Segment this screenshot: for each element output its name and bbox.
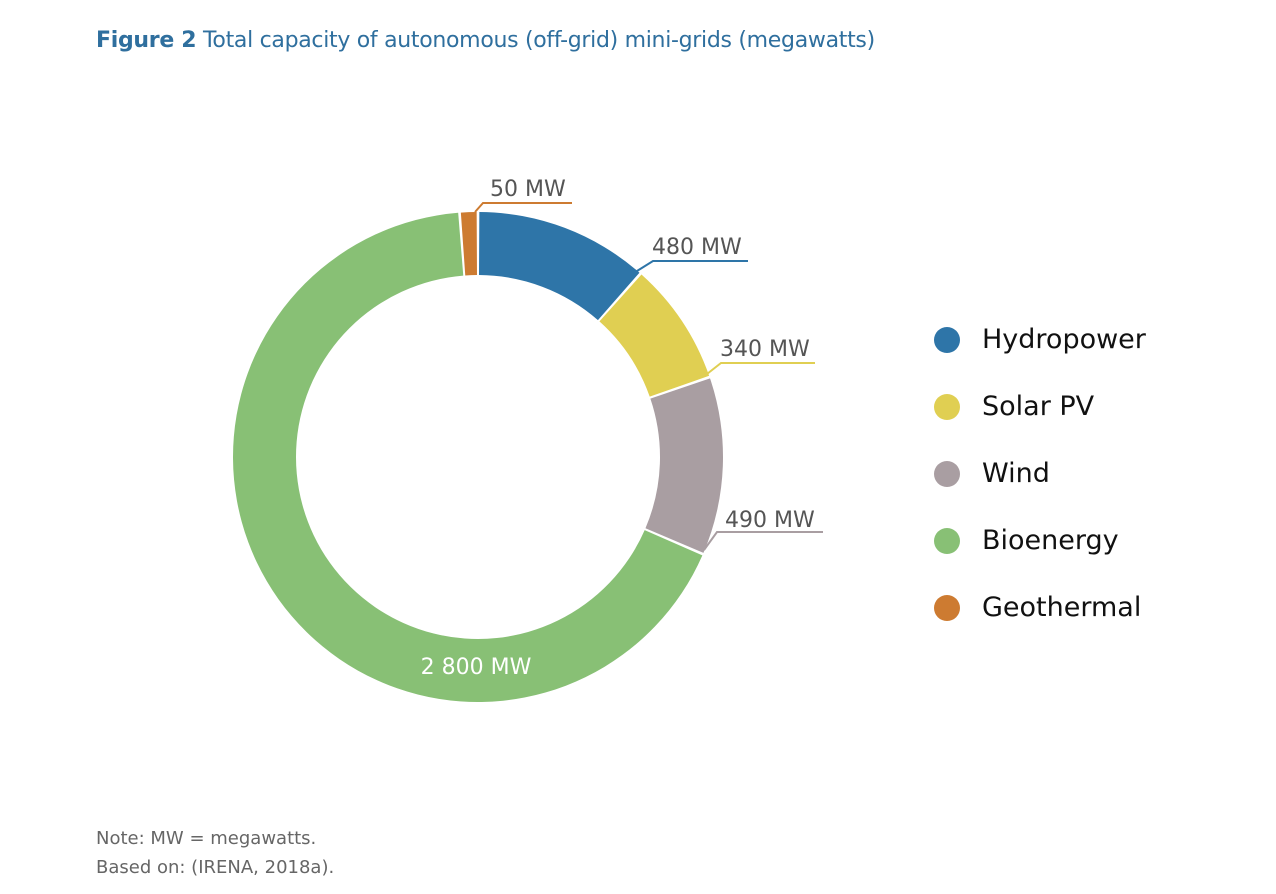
value-label-bioenergy: 2 800 MW [421, 655, 532, 680]
value-label-geothermal: 50 MW [490, 177, 566, 202]
legend-label: Geothermal [982, 592, 1142, 623]
chart-notes: Note: MW = megawatts. Based on: (IRENA, … [96, 824, 334, 882]
legend-label: Hydropower [982, 324, 1146, 355]
leader-line-solar [706, 362, 815, 375]
leader-line-geothermal [474, 202, 572, 213]
value-label-hydropower: 480 MW [652, 235, 742, 260]
legend-dot-icon [934, 393, 960, 420]
legend-dot-icon [934, 594, 960, 621]
donut-segment-geothermal [460, 212, 477, 276]
legend-dot-icon [934, 460, 960, 487]
value-label-solar: 340 MW [720, 337, 810, 362]
legend-label: Solar PV [982, 391, 1095, 422]
legend-label: Bioenergy [982, 525, 1119, 556]
donut-segments [232, 212, 723, 703]
source-text: Based on: (IRENA, 2018a). [96, 857, 335, 878]
legend-dot-icon [934, 527, 960, 554]
leader-line-hydropower [636, 260, 748, 272]
figure-number: Figure 2 [96, 28, 197, 53]
chart-legend: Hydropower Solar PV Wind Bioenergy Geoth… [934, 306, 1146, 641]
donut-segment-solar-pv [599, 274, 710, 397]
chart-title: Figure 2 Total capacity of autonomous (o… [96, 28, 875, 53]
legend-dot-icon [934, 326, 960, 353]
donut-segment-wind [645, 378, 723, 553]
legend-item-solar-pv: Solar PV [934, 373, 1146, 440]
legend-item-geothermal: Geothermal [934, 574, 1146, 641]
legend-label: Wind [982, 458, 1050, 489]
value-label-wind: 490 MW [725, 508, 815, 533]
legend-item-bioenergy: Bioenergy [934, 507, 1146, 574]
note-text: Note: MW = megawatts. [96, 828, 317, 849]
legend-item-hydropower: Hydropower [934, 306, 1146, 373]
figure-title-text: Total capacity of autonomous (off-grid) … [203, 28, 875, 53]
donut-segment-hydropower [479, 212, 640, 321]
legend-item-wind: Wind [934, 440, 1146, 507]
leader-line-wind [703, 531, 823, 551]
